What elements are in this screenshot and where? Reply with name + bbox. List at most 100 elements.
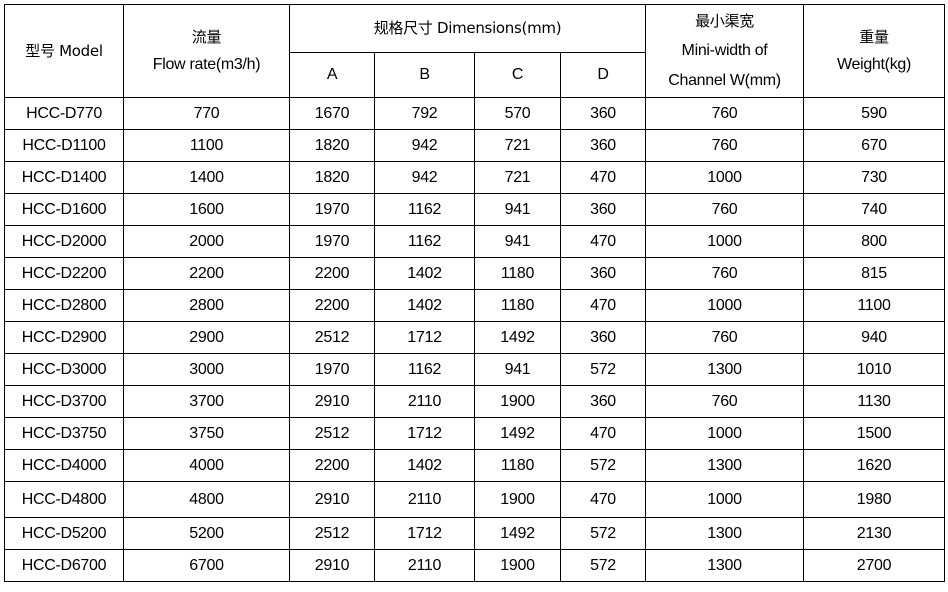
cell-dim-a: 2910 <box>289 481 375 518</box>
cell-model: HCC-D1600 <box>4 193 124 226</box>
table-body: HCC-D770 770 1670 792 570 360 760 590 HCC-D1100 1… <box>4 97 945 582</box>
cell-model: HCC-D770 <box>4 97 124 130</box>
cell-flow-rate: 5200 <box>123 517 290 550</box>
cell-model: HCC-D4000 <box>4 449 124 482</box>
header-dim-b: B <box>374 52 475 98</box>
cell-dim-b: 1162 <box>374 193 475 226</box>
cell-flow-rate: 1400 <box>123 161 290 194</box>
cell-model: HCC-D2800 <box>4 289 124 322</box>
cell-model: HCC-D5200 <box>4 517 124 550</box>
table-row: HCC-D770 770 1670 792 570 360 760 590 <box>4 97 945 130</box>
cell-dim-a: 2910 <box>289 549 375 582</box>
cell-dim-d: 470 <box>560 481 646 518</box>
cell-channel-width: 760 <box>645 321 804 354</box>
cell-dim-c: 721 <box>474 161 561 194</box>
cell-flow-rate: 1600 <box>123 193 290 226</box>
cell-model: HCC-D2000 <box>4 225 124 258</box>
cell-model: HCC-D2900 <box>4 321 124 354</box>
cell-channel-width: 1000 <box>645 225 804 258</box>
cell-dim-a: 2512 <box>289 417 375 450</box>
cell-dim-d: 572 <box>560 353 646 386</box>
cell-dim-c: 1492 <box>474 517 561 550</box>
cell-dim-d: 360 <box>560 385 646 418</box>
cell-dim-d: 470 <box>560 225 646 258</box>
cell-channel-width: 760 <box>645 97 804 130</box>
cell-dim-d: 360 <box>560 321 646 354</box>
cell-channel-width: 1000 <box>645 481 804 518</box>
cell-dim-c: 1180 <box>474 289 561 322</box>
cell-dim-b: 1712 <box>374 517 475 550</box>
cell-flow-rate: 2900 <box>123 321 290 354</box>
cell-channel-width: 760 <box>645 129 804 162</box>
cell-dim-a: 1970 <box>289 225 375 258</box>
cell-model: HCC-D2200 <box>4 257 124 290</box>
cell-channel-width: 1300 <box>645 449 804 482</box>
cell-flow-rate: 2200 <box>123 257 290 290</box>
cell-dim-c: 1492 <box>474 417 561 450</box>
cell-dim-d: 360 <box>560 193 646 226</box>
cell-weight: 2130 <box>803 517 945 550</box>
header-flow-cn: 流量 <box>191 28 222 46</box>
cell-dim-a: 1820 <box>289 161 375 194</box>
cell-model: HCC-D4800 <box>4 481 124 518</box>
cell-model: HCC-D6700 <box>4 549 124 582</box>
cell-weight: 730 <box>803 161 945 194</box>
table-row: HCC-D1400 1400 1820 942 721 470 1000 730 <box>4 161 945 194</box>
cell-dim-a: 1820 <box>289 129 375 162</box>
cell-flow-rate: 1100 <box>123 129 290 162</box>
cell-weight: 670 <box>803 129 945 162</box>
cell-channel-width: 760 <box>645 257 804 290</box>
cell-dim-c: 570 <box>474 97 561 130</box>
cell-model: HCC-D1100 <box>4 129 124 162</box>
cell-dim-b: 792 <box>374 97 475 130</box>
cell-dim-d: 572 <box>560 449 646 482</box>
cell-dim-b: 1712 <box>374 417 475 450</box>
cell-weight: 815 <box>803 257 945 290</box>
cell-dim-b: 1402 <box>374 449 475 482</box>
cell-flow-rate: 2000 <box>123 225 290 258</box>
cell-dim-c: 941 <box>474 225 561 258</box>
cell-dim-b: 1712 <box>374 321 475 354</box>
cell-flow-rate: 3000 <box>123 353 290 386</box>
cell-dim-b: 1162 <box>374 225 475 258</box>
table-row: HCC-D3000 3000 1970 1162 941 572 1300 1010 <box>4 353 945 386</box>
header-channel-en1: Mini-width of <box>681 42 768 59</box>
cell-dim-a: 2512 <box>289 517 375 550</box>
header-model-label: 型号 Model <box>25 41 103 60</box>
cell-weight: 1100 <box>803 289 945 322</box>
specifications-table: 型号 Model 流量 Flow rate(m3/h) 规格尺寸 Dimensi… <box>4 4 945 582</box>
table-row: HCC-D2900 2900 2512 1712 1492 360 760 940 <box>4 321 945 354</box>
table-row: HCC-D2000 2000 1970 1162 941 470 1000 800 <box>4 225 945 258</box>
cell-weight: 800 <box>803 225 945 258</box>
cell-dim-a: 2200 <box>289 257 375 290</box>
cell-weight: 1010 <box>803 353 945 386</box>
cell-weight: 1130 <box>803 385 945 418</box>
cell-weight: 1980 <box>803 481 945 518</box>
cell-model: HCC-D3700 <box>4 385 124 418</box>
table-row: HCC-D1100 1100 1820 942 721 360 760 670 <box>4 129 945 162</box>
cell-channel-width: 1300 <box>645 353 804 386</box>
cell-dim-a: 2200 <box>289 289 375 322</box>
table-row: HCC-D2800 2800 2200 1402 1180 470 1000 1100 <box>4 289 945 322</box>
header-flow-en: Flow rate(m3/h) <box>152 56 261 73</box>
header-model: 型号 Model <box>4 4 124 98</box>
cell-channel-width: 1000 <box>645 289 804 322</box>
cell-dim-c: 1900 <box>474 481 561 518</box>
cell-dim-b: 1402 <box>374 257 475 290</box>
cell-flow-rate: 2800 <box>123 289 290 322</box>
cell-dim-c: 1180 <box>474 257 561 290</box>
cell-weight: 1620 <box>803 449 945 482</box>
header-dimensions-label: 规格尺寸 Dimensions(mm) <box>373 19 562 37</box>
cell-dim-a: 1970 <box>289 193 375 226</box>
cell-dim-b: 2110 <box>374 549 475 582</box>
cell-dim-a: 2512 <box>289 321 375 354</box>
cell-dim-d: 572 <box>560 517 646 550</box>
cell-dim-c: 1900 <box>474 385 561 418</box>
table-row: HCC-D6700 6700 2910 2110 1900 572 1300 2700 <box>4 549 945 582</box>
cell-dim-d: 470 <box>560 417 646 450</box>
table-row: HCC-D5200 5200 2512 1712 1492 572 1300 2130 <box>4 517 945 550</box>
cell-dim-b: 2110 <box>374 481 475 518</box>
cell-weight: 590 <box>803 97 945 130</box>
cell-flow-rate: 4000 <box>123 449 290 482</box>
cell-channel-width: 1300 <box>645 517 804 550</box>
